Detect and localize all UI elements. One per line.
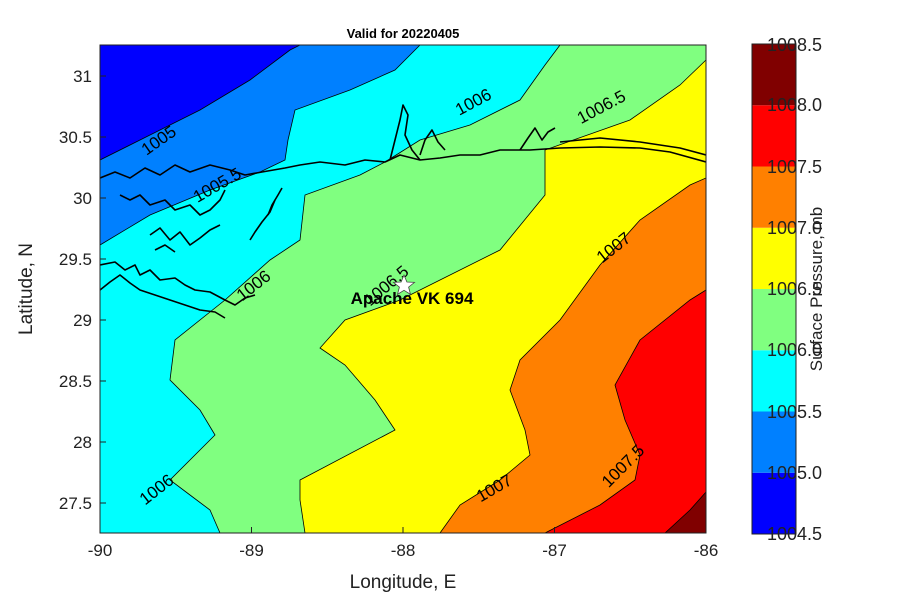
map-title: Valid for 20220405 bbox=[347, 26, 460, 41]
colorbar-tick-label: 1008.5 bbox=[767, 35, 822, 55]
station-label: Apache VK 694 bbox=[351, 289, 474, 308]
coastline bbox=[100, 104, 706, 319]
y-tick-label: 28.5 bbox=[59, 372, 92, 391]
colorbar-tick-label: 1006.0 bbox=[767, 340, 822, 360]
y-tick-label: 27.5 bbox=[59, 494, 92, 513]
fill-1008-5 bbox=[665, 492, 706, 533]
x-axis: -90 -89 -88 -87 -86 Longitude, E bbox=[88, 527, 719, 593]
colorbar-tick-label: 1004.5 bbox=[767, 524, 822, 544]
x-tick-label: -87 bbox=[542, 541, 567, 560]
station-marker: Apache VK 694 bbox=[351, 273, 474, 308]
y-axis: 27.5 28 28.5 29 29.5 30 30.5 31 Latitude… bbox=[16, 67, 106, 513]
colorbar-tick-label: 1007.0 bbox=[767, 218, 822, 238]
y-axis-title: Latitude, N bbox=[16, 243, 37, 335]
y-tick-label: 30.5 bbox=[59, 128, 92, 147]
y-tick-label: 28 bbox=[73, 433, 92, 452]
colorbar-swatch bbox=[752, 166, 796, 228]
fill-1008 bbox=[545, 290, 706, 533]
colorbar: 1004.5 1005.0 1005.5 1006.0 1006.5 1007.… bbox=[751, 35, 826, 544]
colorbar-swatch bbox=[752, 227, 796, 289]
x-tick-label: -90 bbox=[88, 541, 113, 560]
colorbar-tick-label: 1005.0 bbox=[767, 463, 822, 483]
colorbar-swatch bbox=[752, 289, 796, 351]
x-axis-title: Longitude, E bbox=[350, 572, 457, 593]
y-tick-label: 29 bbox=[73, 311, 92, 330]
colorbar-tick-label: 1008.0 bbox=[767, 95, 822, 115]
colorbar-title: Surface Pressure, mb bbox=[807, 207, 826, 371]
colorbar-swatch bbox=[752, 105, 796, 167]
colorbar-tick-label: 1005.5 bbox=[767, 402, 822, 422]
colorbar-swatch bbox=[752, 44, 796, 106]
station-star-icon bbox=[392, 273, 416, 296]
x-tick-label: -86 bbox=[694, 541, 719, 560]
contour-lines bbox=[100, 45, 706, 533]
colorbar-swatch bbox=[752, 411, 796, 473]
x-tick-label: -89 bbox=[239, 541, 264, 560]
colorbar-swatch bbox=[752, 350, 796, 412]
colorbar-tick-label: 1006.5 bbox=[767, 279, 822, 299]
y-tick-label: 31 bbox=[73, 67, 92, 86]
colorbar-tick-label: 1007.5 bbox=[767, 157, 822, 177]
y-tick-label: 30 bbox=[73, 189, 92, 208]
colorbar-frame bbox=[751, 43, 797, 535]
y-tick-label: 29.5 bbox=[59, 250, 92, 269]
colorbar-swatch bbox=[752, 472, 796, 534]
x-tick-label: -88 bbox=[391, 541, 416, 560]
